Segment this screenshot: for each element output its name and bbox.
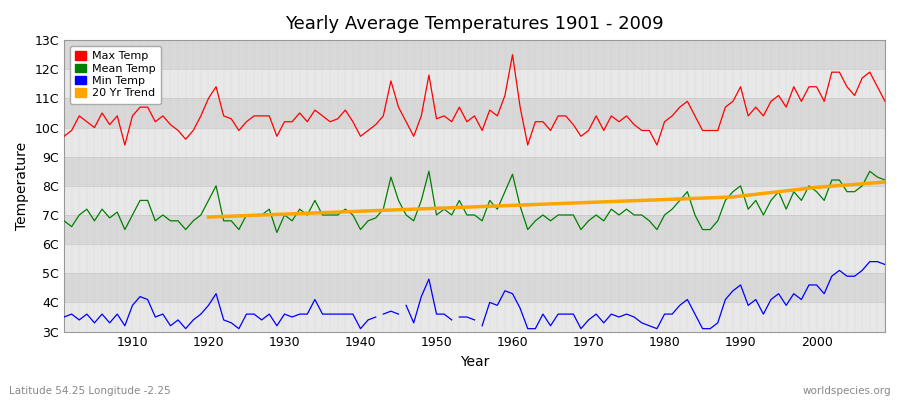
Bar bbox=[64, 128, 885, 157]
X-axis label: Year: Year bbox=[460, 355, 490, 369]
Bar bbox=[64, 215, 885, 244]
Bar bbox=[64, 69, 885, 98]
Title: Yearly Average Temperatures 1901 - 2009: Yearly Average Temperatures 1901 - 2009 bbox=[285, 15, 664, 33]
Bar bbox=[64, 186, 885, 215]
Bar bbox=[64, 157, 885, 186]
Text: worldspecies.org: worldspecies.org bbox=[803, 386, 891, 396]
Bar bbox=[64, 302, 885, 332]
Text: Latitude 54.25 Longitude -2.25: Latitude 54.25 Longitude -2.25 bbox=[9, 386, 171, 396]
Y-axis label: Temperature: Temperature bbox=[15, 142, 29, 230]
Bar bbox=[64, 244, 885, 273]
Bar bbox=[64, 98, 885, 128]
Bar bbox=[64, 273, 885, 302]
Bar bbox=[64, 40, 885, 69]
Legend: Max Temp, Mean Temp, Min Temp, 20 Yr Trend: Max Temp, Mean Temp, Min Temp, 20 Yr Tre… bbox=[69, 46, 161, 104]
